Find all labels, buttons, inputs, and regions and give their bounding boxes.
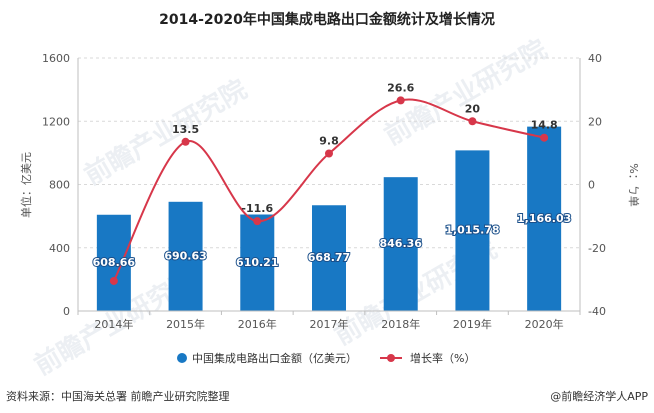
x-tick-label: 2016年 [238,317,277,331]
bar [168,201,203,311]
y-tick-left-label: 1200 [42,115,70,128]
legend-bar-label: 中国集成电路出口金额（亿美元） [192,351,357,365]
axes: 0 400 800 1200 1600 -40 -20 0 20 40 2014年 2015年 2016… [42,52,606,331]
growth-point [325,149,333,158]
growth-point [540,133,549,142]
bar-value-label: 1,166.03 [517,212,571,225]
y-tick-right-label: -20 [588,242,606,255]
y-tick-left-label: 0 [63,305,70,318]
legend-line-label: 增长率（%） [410,351,475,365]
growth-value-label: 13.5 [172,123,199,136]
growth-point [396,96,405,105]
y-axis-left-label: 单位：亿美元 [19,152,33,218]
growth-point [253,217,262,226]
bar-value-label: 1,015.78 [445,224,499,237]
source-note: 资料来源：中国海关总署 前瞻产业研究院整理 [6,389,230,403]
y-tick-right-label: 0 [588,179,595,192]
growth-point [468,117,477,126]
bar [455,150,490,311]
growth-value-label: -11.6 [241,202,273,215]
legend-bar-swatch [177,353,187,363]
growth-point [181,137,190,146]
growth-value-label: 14.8 [531,119,558,132]
x-tick-label: 2015年 [166,317,205,331]
bar [312,205,346,311]
x-tick-label: 2018年 [381,317,420,331]
growth-line [109,96,549,285]
growth-point [109,276,118,285]
bar [383,177,418,311]
y-tick-right-label: -40 [588,305,606,318]
bar-value-label: 610.21 [236,256,278,269]
bar-value-label: 608.66 [93,256,136,269]
x-tick-label: 2017年 [310,317,349,331]
y-tick-left-label: 800 [49,179,70,192]
bar [527,126,562,311]
x-tick-label: 2020年 [525,317,564,331]
growth-value-label: 26.6 [387,81,414,94]
bar-value-label: 690.63 [164,249,206,262]
y-tick-right-label: 20 [588,115,602,128]
chart-title: 2014-2020年中国集成电路出口金额统计及增长情况 [159,11,495,28]
y-axis-right-label: %：ㄅ单 [627,163,640,206]
bar-value-label: 846.36 [379,237,422,250]
y-tick-right-label: 40 [588,52,602,65]
y-tick-left-label: 400 [49,242,70,255]
bar [240,214,275,311]
bar [96,214,131,311]
data-labels: 608.66 690.63 610.21 668.77 846.36 1,015.78 1,… [92,81,573,270]
bars [96,126,562,311]
legend: 中国集成电路出口金额（亿美元） 增长率（%） [177,351,475,365]
x-tick-label: 2014年 [94,317,133,331]
growth-value-label: 9.8 [319,135,339,148]
x-tick-label: 2019年 [453,317,492,331]
growth-line-path [112,98,545,282]
brand-credit: @前瞻经济学人APP [550,389,648,403]
bar-value-label: 668.77 [308,251,350,264]
legend-line-marker [387,354,395,362]
growth-value-label: 20 [465,102,481,115]
y-tick-left-label: 1600 [42,52,70,65]
watermark-text: 前瞻产业研究院 [79,74,252,192]
